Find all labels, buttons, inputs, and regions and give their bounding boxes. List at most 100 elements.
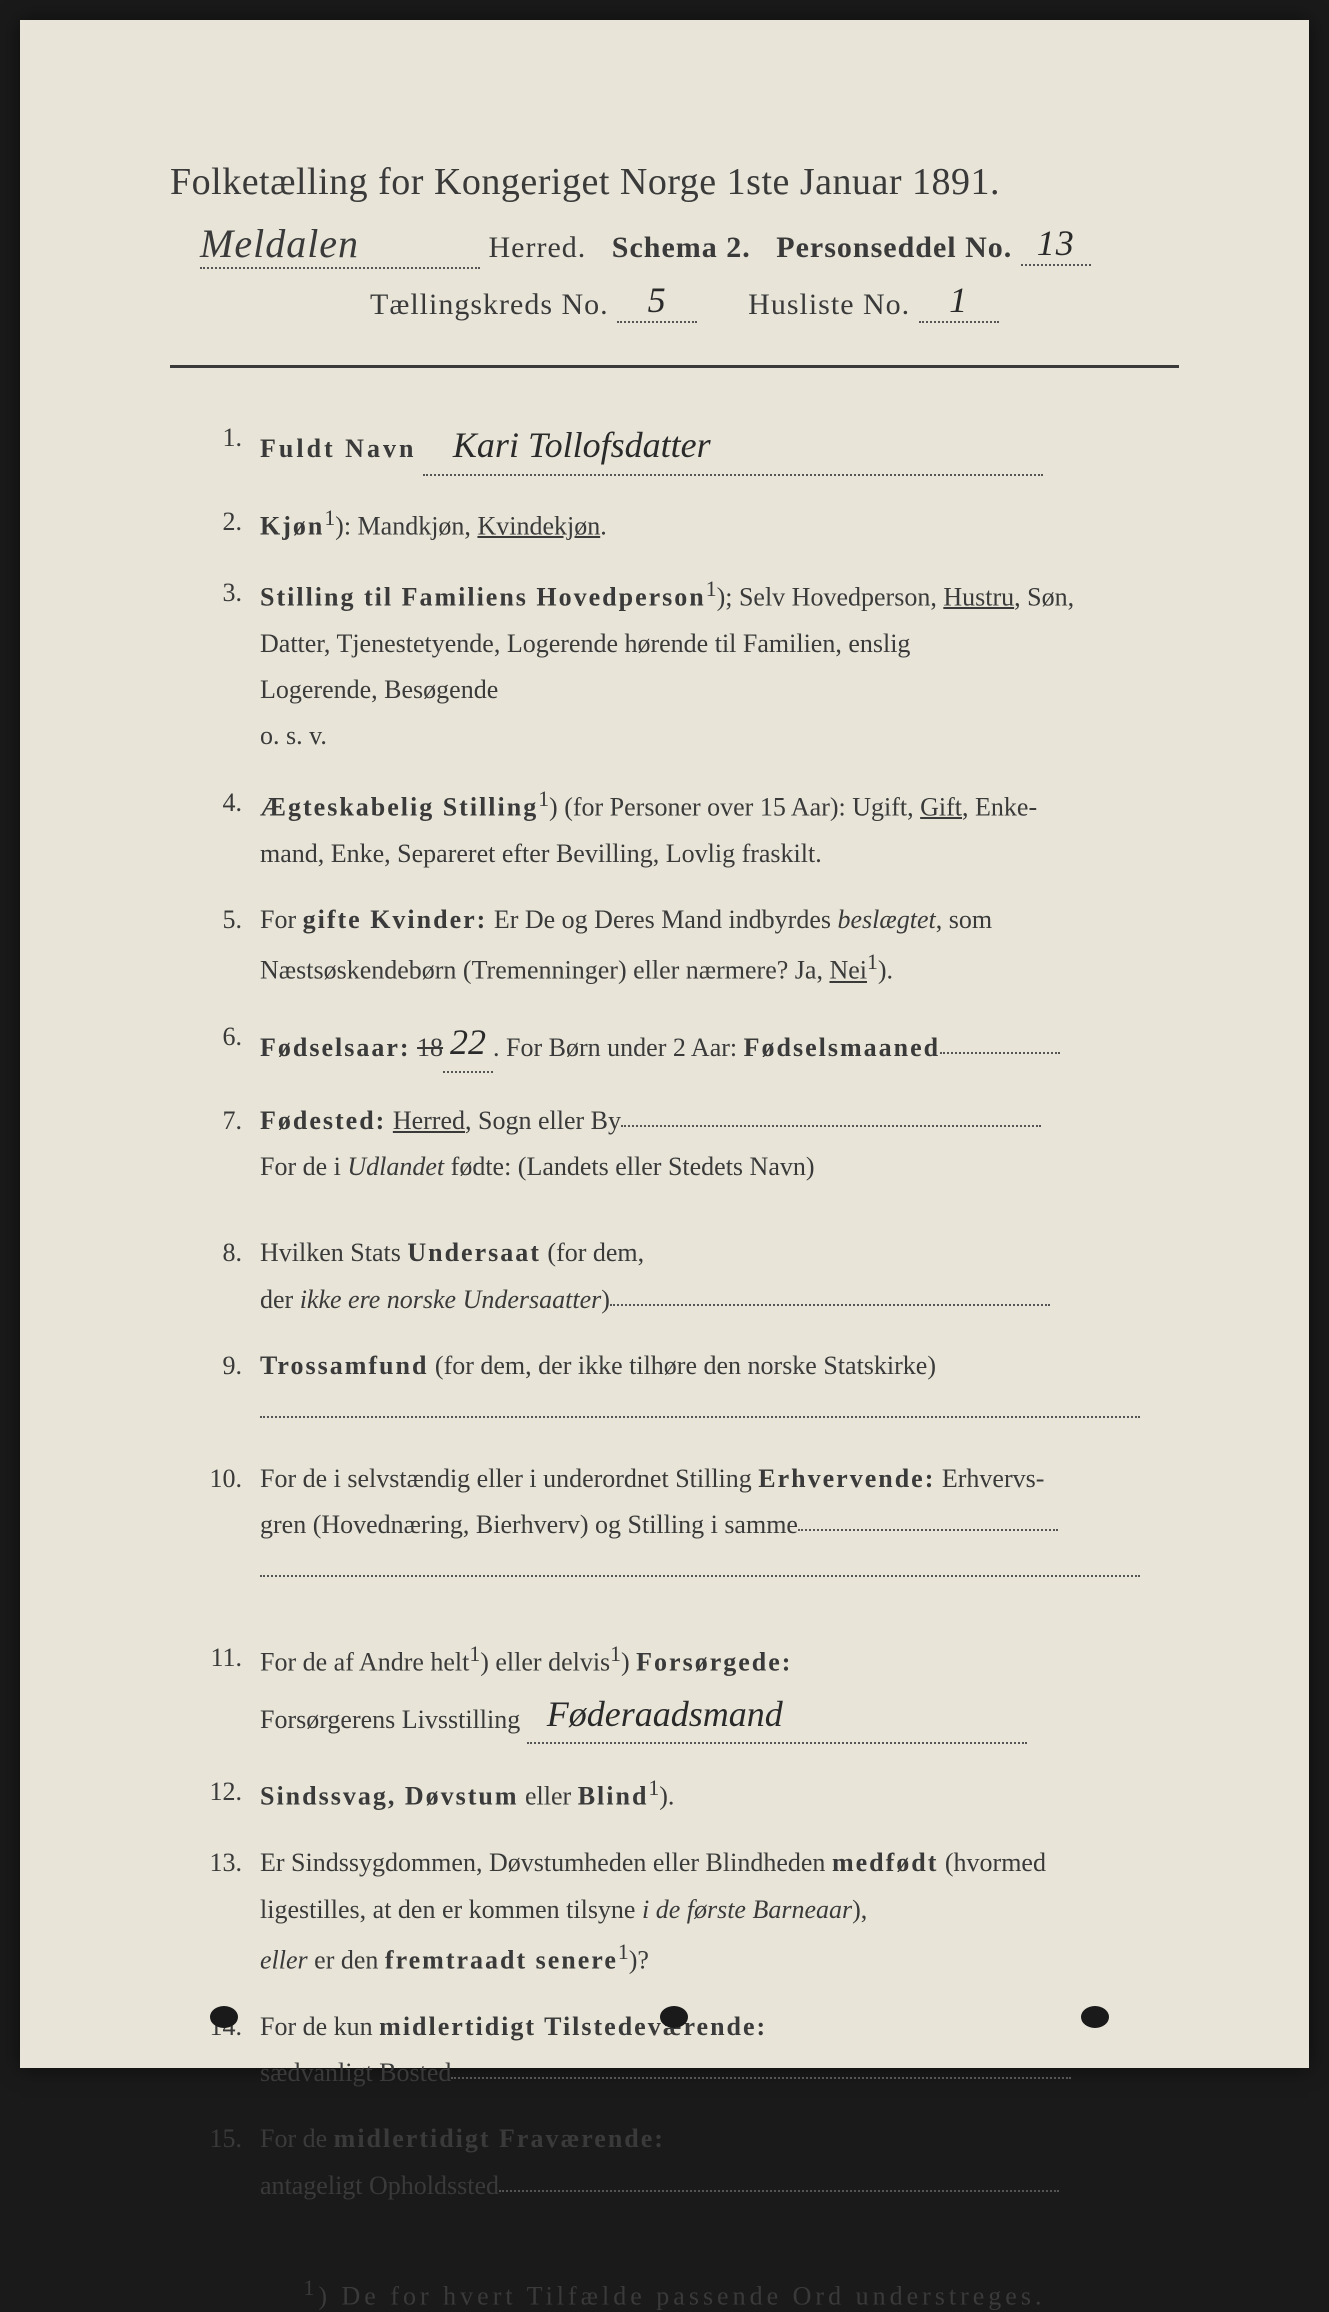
field-label: Kjøn	[260, 511, 324, 540]
text-line: ligestilles, at den er kommen tilsyne i …	[260, 1890, 1179, 1930]
item-num: 15.	[190, 2119, 260, 2206]
item-15: 15. For de midlertidigt Fraværende: anta…	[190, 2119, 1179, 2206]
item-content: For de midlertidigt Fraværende: antageli…	[260, 2119, 1179, 2206]
italic-text: Udlandet	[347, 1152, 444, 1181]
empty-line	[260, 1551, 1179, 1591]
field-label: medfødt	[832, 1848, 938, 1877]
text: For de i selvstændig eller i underordnet…	[260, 1464, 758, 1493]
footnote-ref: 1	[610, 1642, 621, 1666]
empty-field	[798, 1529, 1058, 1531]
text: Forsørgerens Livsstilling	[260, 1705, 520, 1734]
form-items: 1. Fuldt Navn Kari Tollofsdatter 2. Kjøn…	[170, 418, 1179, 2206]
spacer	[190, 1618, 1179, 1638]
item-num: 2.	[190, 502, 260, 547]
footnote-ref: 1	[618, 1940, 629, 1964]
item-5: 5. For gifte Kvinder: Er De og Deres Man…	[190, 900, 1179, 991]
text-line: sædvanligt Bosted	[260, 2053, 1179, 2093]
spacer	[190, 1213, 1179, 1233]
field-label: fremtraadt senere	[385, 1946, 618, 1975]
text: sædvanligt Bosted	[260, 2058, 451, 2087]
footnote-ref: 1	[469, 1642, 480, 1666]
italic-text: ikke ere norske Undersaatter	[300, 1285, 602, 1314]
text-line: Logerende, Besøgende	[260, 670, 1179, 710]
field-label: Fødested:	[260, 1106, 386, 1135]
selected-value: Kvindekjøn	[477, 511, 600, 540]
text-line: For de i Udlandet fødte: (Landets eller …	[260, 1147, 1179, 1187]
empty-field	[610, 1304, 1050, 1306]
footnote-ref: 1	[706, 577, 717, 601]
punch-hole-icon	[210, 2006, 238, 2028]
field-label: Sindssvag, Døvstum	[260, 1782, 519, 1811]
item-num: 3.	[190, 573, 260, 757]
text: For de i	[260, 1152, 347, 1181]
text: ) eller delvis	[480, 1647, 610, 1676]
item-num: 12.	[190, 1772, 260, 1817]
item-content: Stilling til Familiens Hovedperson1); Se…	[260, 573, 1179, 757]
footnote-ref: 1	[648, 1776, 659, 1800]
item-content: Fødested: Herred, Sogn eller By For de i…	[260, 1101, 1179, 1188]
item-content: Er Sindssygdommen, Døvstumheden eller Bl…	[260, 1843, 1179, 1981]
text: er den	[308, 1946, 385, 1975]
text: (for dem, der ikke tilhøre den norske St…	[428, 1351, 936, 1380]
item-content: Hvilken Stats Undersaat (for dem, der ik…	[260, 1233, 1179, 1320]
item-10: 10. For de i selvstændig eller i underor…	[190, 1459, 1179, 1592]
selected-value: Nei	[829, 956, 867, 985]
item-1: 1. Fuldt Navn Kari Tollofsdatter	[190, 418, 1179, 476]
text: ),	[852, 1895, 867, 1924]
text: ).	[878, 956, 893, 985]
text-line: antageligt Opholdssted	[260, 2166, 1179, 2206]
footnote-marker: 1	[304, 2276, 319, 2300]
empty-field	[499, 2190, 1059, 2192]
item-content: Ægteskabelig Stilling1) (for Personer ov…	[260, 783, 1179, 874]
text: For de	[260, 2124, 334, 2153]
kreds-label: Tællingskreds No.	[370, 288, 609, 321]
text: ): Mandkjøn,	[335, 511, 477, 540]
selected-value: Gift	[920, 792, 962, 821]
text: Næstsøskendebørn (Tremenninger) eller næ…	[260, 956, 829, 985]
item-num: 9.	[190, 1346, 260, 1433]
item-8: 8. Hvilken Stats Undersaat (for dem, der…	[190, 1233, 1179, 1320]
text: Er Sindssygdommen, Døvstumheden eller Bl…	[260, 1848, 832, 1877]
husliste-label: Husliste No.	[748, 288, 910, 321]
text-line: Næstsøskendebørn (Tremenninger) eller næ…	[260, 946, 1179, 991]
year-handwritten: 22	[443, 1015, 493, 1073]
text: , Enke-	[962, 792, 1037, 821]
field-label: Fødselsaar:	[260, 1033, 411, 1062]
item-num: 11.	[190, 1638, 260, 1747]
text: , Sogn eller By	[465, 1106, 621, 1135]
item-content: For de i selvstændig eller i underordnet…	[260, 1459, 1179, 1592]
text: )	[601, 1285, 610, 1314]
text-line: mand, Enke, Separeret efter Bevilling, L…	[260, 834, 1179, 874]
provider-handwritten: Føderaadsmand	[527, 1687, 1027, 1745]
item-content: For gifte Kvinder: Er De og Deres Mand i…	[260, 900, 1179, 991]
header-line3: Tællingskreds No. 5 Husliste No. 1	[170, 281, 1179, 325]
header-line2: Meldalen Herred. Schema 2. Personseddel …	[170, 220, 1179, 269]
field-label: Erhvervende:	[758, 1464, 935, 1493]
text: Hvilken Stats	[260, 1238, 407, 1267]
text: ligestilles, at den er kommen tilsyne	[260, 1895, 642, 1924]
item-6: 6. Fødselsaar: 1822. For Børn under 2 Aa…	[190, 1017, 1179, 1075]
text: ); Selv Hovedperson,	[717, 582, 944, 611]
empty-field	[621, 1125, 1041, 1127]
item-content: Fødselsaar: 1822. For Børn under 2 Aar: …	[260, 1017, 1179, 1075]
footnote-ref: 1	[324, 506, 335, 530]
item-12: 12. Sindssvag, Døvstum eller Blind1).	[190, 1772, 1179, 1817]
field-label: Undersaat	[407, 1238, 541, 1267]
footnote-ref: 1	[867, 950, 878, 974]
footnote: 1) De for hvert Tilfælde passende Ord un…	[170, 2276, 1179, 2312]
text: fødte: (Landets eller Stedets Navn)	[444, 1152, 814, 1181]
empty-field	[451, 2077, 1071, 2079]
field-label: Ægteskabelig Stilling	[260, 792, 538, 821]
punch-hole-icon	[1081, 2006, 1109, 2028]
text-line: Datter, Tjenestetyende, Logerende hørend…	[260, 624, 1179, 664]
text-line: der ikke ere norske Undersaatter)	[260, 1280, 1179, 1320]
schema-label: Schema 2.	[612, 231, 751, 264]
text: , Søn,	[1014, 582, 1074, 611]
punch-hole-icon	[660, 2006, 688, 2028]
personseddel-label: Personseddel No.	[776, 231, 1012, 264]
empty-field	[260, 1416, 1140, 1418]
header-divider	[170, 365, 1179, 368]
item-2: 2. Kjøn1): Mandkjøn, Kvindekjøn.	[190, 502, 1179, 547]
year-prefix: 18	[417, 1033, 443, 1062]
item-num: 8.	[190, 1233, 260, 1320]
